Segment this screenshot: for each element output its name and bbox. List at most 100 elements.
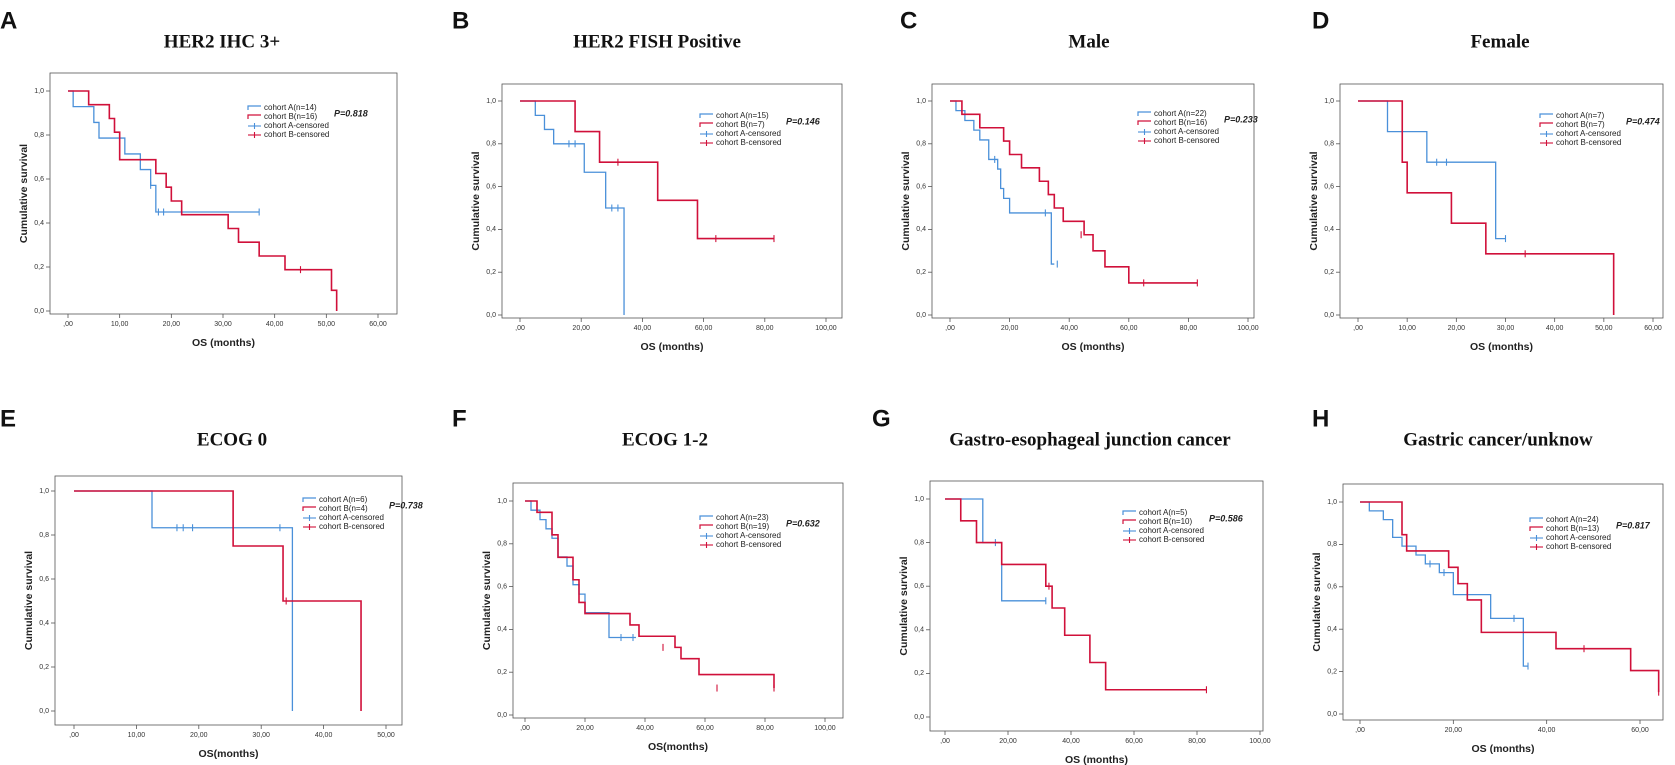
panel-letter: H (1312, 405, 1329, 432)
x-tick-label: 60,00 (1631, 727, 1649, 734)
legend-entry: cohort A(n=7) (1556, 111, 1605, 120)
legend-swatch (1529, 526, 1543, 531)
x-tick-label: 60,00 (1120, 325, 1138, 332)
panel-letter: D (1312, 7, 1329, 34)
y-tick-label: 0,4 (914, 627, 924, 634)
p-value: P=0.738 (389, 500, 423, 510)
y-tick-label: 0,2 (486, 269, 496, 276)
legend: cohort A(n=7)cohort B(n=7)cohort A-censo… (1539, 111, 1621, 147)
x-tick-label: ,00 (945, 325, 955, 332)
y-tick-label: 0,2 (34, 264, 44, 271)
x-tick-label: ,00 (940, 738, 950, 745)
y-tick-label: 1,0 (1327, 499, 1337, 506)
series-line-cohort-b (950, 100, 1198, 284)
y-tick-label: 0,2 (916, 269, 926, 276)
x-tick-label: 20,00 (576, 725, 594, 732)
x-tick-label: 60,00 (1125, 738, 1143, 745)
p-value: P=0.632 (786, 518, 820, 528)
y-tick-label: 0,0 (486, 312, 496, 319)
legend-entry: cohort B(n=16) (264, 112, 317, 121)
legend-swatch (699, 515, 713, 520)
series-line-cohort-b (1360, 501, 1660, 693)
y-tick-label: 0,4 (916, 226, 926, 233)
series-line-cohort-b (1358, 100, 1615, 315)
y-axis-label: Cumulative survival (481, 551, 493, 650)
y-tick-label: 0,8 (34, 132, 44, 139)
x-axis-label: OS (months) (1470, 341, 1533, 353)
panel-letter: F (452, 405, 467, 432)
legend: cohort A(n=24)cohort B(n=13)cohort A-cen… (1529, 515, 1611, 551)
p-value: P=0.474 (1626, 116, 1660, 126)
legend-entry: cohort B-censored (1139, 535, 1204, 544)
x-tick-label: 60,00 (695, 325, 713, 332)
y-axis-label: Cumulative survival (1308, 151, 1320, 250)
legend-entry: cohort A-censored (716, 129, 781, 138)
x-tick-label: ,00 (515, 325, 525, 332)
y-tick-label: 0,0 (1324, 312, 1334, 319)
y-axis-label: Cumulative survival (18, 144, 30, 243)
p-value: P=0.233 (1224, 114, 1258, 124)
x-tick-label: 60,00 (1644, 325, 1662, 332)
km-panel-d: D Female 0,0 0,2 0,4 0,6 0,8 1,0 ,00 10,00 20,00 30… (1308, 7, 1664, 353)
x-tick-label: 10,00 (128, 732, 146, 739)
y-tick-label: 0,2 (39, 664, 49, 671)
chart-title: HER2 IHC 3+ (164, 31, 280, 52)
series-line-cohort-b (525, 500, 775, 689)
x-tick-label: ,00 (1355, 727, 1365, 734)
chart-title: Gastric cancer/unknow (1403, 429, 1593, 450)
y-tick-label: 0,2 (1327, 668, 1337, 675)
y-axis-label: Cumulative survival (470, 151, 482, 250)
x-tick-label: 100,00 (1249, 738, 1271, 745)
legend-entry: cohort A-censored (1546, 533, 1611, 542)
x-tick-label: ,00 (1353, 325, 1363, 332)
legend-swatch (699, 113, 713, 118)
legend-entry: cohort B(n=16) (1154, 118, 1207, 127)
y-tick-label: 0,0 (34, 308, 44, 315)
legend: cohort A(n=5)cohort B(n=10)cohort A-cens… (1122, 508, 1204, 544)
legend-entry: cohort A(n=23) (716, 513, 769, 522)
y-tick-label: 0,4 (1327, 626, 1337, 633)
y-tick-label: 1,0 (1324, 98, 1334, 105)
y-tick-label: 0,8 (486, 141, 496, 148)
y-tick-label: 1,0 (39, 488, 49, 495)
x-tick-label: 20,00 (572, 325, 590, 332)
legend-swatch (1122, 519, 1136, 524)
y-tick-label: 0,6 (914, 583, 924, 590)
legend-entry: cohort B(n=7) (1556, 120, 1605, 129)
y-tick-label: 0,8 (914, 539, 924, 546)
panel-letter: A (0, 7, 17, 34)
legend-entry: cohort A(n=24) (1546, 515, 1599, 524)
panel-letter: C (900, 7, 917, 34)
series-line-cohort-b (520, 100, 774, 240)
legend-swatch (1137, 120, 1151, 125)
legend-swatch (302, 497, 316, 502)
legend-swatch (699, 122, 713, 127)
x-axis-label: OS (months) (192, 337, 255, 349)
chart-title: Female (1470, 31, 1529, 52)
x-tick-label: 20,00 (999, 738, 1017, 745)
legend-entry: cohort A(n=22) (1154, 109, 1207, 118)
y-tick-label: 0,6 (1327, 584, 1337, 591)
series-line-cohort-a (74, 490, 294, 711)
x-tick-label: 100,00 (814, 725, 836, 732)
y-tick-label: 1,0 (486, 98, 496, 105)
legend-entry: cohort B(n=19) (716, 522, 769, 531)
x-tick-label: 40,00 (266, 321, 284, 328)
x-tick-label: 80,00 (1188, 738, 1206, 745)
series-line-cohort-b (68, 90, 338, 311)
x-axis-label: OS (months) (641, 341, 704, 353)
legend-swatch (699, 524, 713, 529)
series-line-cohort-b (74, 490, 362, 711)
y-tick-label: 1,0 (497, 498, 507, 505)
chart-title: Male (1068, 31, 1109, 52)
x-tick-label: 80,00 (756, 725, 774, 732)
legend: cohort A(n=15)cohort B(n=7)cohort A-cens… (699, 111, 781, 147)
x-tick-label: 20,00 (190, 732, 208, 739)
y-tick-label: 0,6 (486, 183, 496, 190)
y-tick-label: 0,8 (497, 541, 507, 548)
y-axis-label: Cumulative survival (23, 551, 35, 650)
legend-entry: cohort B-censored (1556, 138, 1621, 147)
legend-entry: cohort B(n=4) (319, 504, 368, 513)
series-line-cohort-a (520, 100, 625, 315)
